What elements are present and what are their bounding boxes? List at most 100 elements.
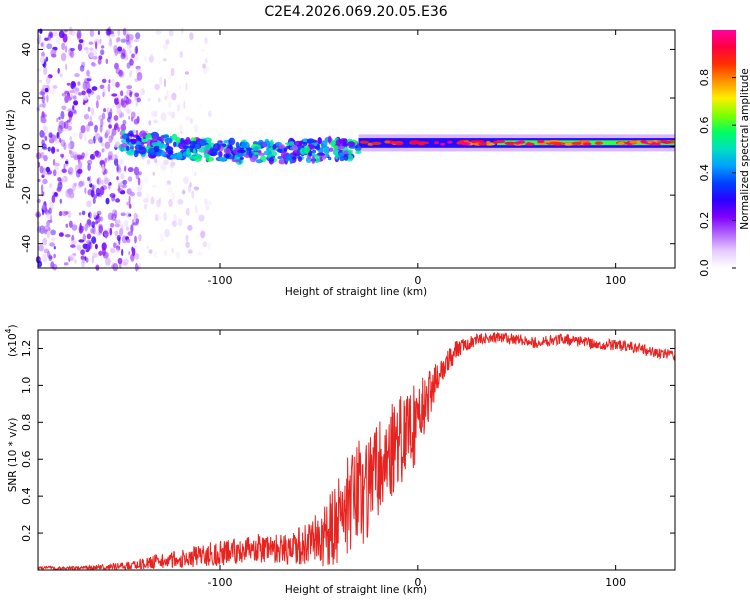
colorbar-tick-label: 0.8 xyxy=(698,69,711,87)
spectrogram-noise-blob xyxy=(187,224,193,231)
spectrogram-carrier-blob xyxy=(126,150,133,155)
spectrogram-carrier-blob xyxy=(153,144,160,153)
y-tick-label: 0.4 xyxy=(20,487,33,505)
spectrogram-noise-blob xyxy=(58,232,64,237)
spectrogram-noise-blob xyxy=(91,107,94,116)
spectrogram-noise-blob xyxy=(134,253,140,260)
spectrogram-noise-blob xyxy=(89,153,96,160)
spectrogram-noise-blob xyxy=(95,151,102,158)
spectrogram-noise-blob xyxy=(138,234,142,242)
spectrogram-noise-blob xyxy=(82,243,88,250)
spectrogram-noise-blob xyxy=(86,242,93,250)
snr-series-line xyxy=(37,332,676,572)
spectrogram-noise-blob xyxy=(129,58,134,66)
spectrogram-noise-blob xyxy=(136,191,142,197)
spectrogram-noise-blob xyxy=(50,88,56,95)
spectrogram-noise-blob xyxy=(125,226,129,231)
spectrogram-noise-blob xyxy=(68,149,72,155)
spectrogram-noise-blob xyxy=(137,177,141,186)
spectrogram-noise-blob xyxy=(166,89,169,99)
spectrogram-noise-blob xyxy=(162,159,166,166)
spectrogram-noise-blob xyxy=(96,100,99,109)
spectrogram-noise-blob xyxy=(98,114,104,121)
spectrogram-carrier-blob xyxy=(122,130,126,135)
spectrogram-carrier-blob xyxy=(268,157,274,165)
spectrogram-noise-blob xyxy=(69,220,73,228)
spectrogram-noise-blob xyxy=(164,228,170,238)
spectrogram-noise-blob xyxy=(98,55,103,60)
spectrogram-noise-blob xyxy=(168,29,174,37)
spectrogram-noise-blob xyxy=(84,187,87,194)
spectrogram-noise-blob xyxy=(51,146,56,154)
spectrogram-noise-blob xyxy=(207,242,212,250)
spectrogram-x-label: Height of straight line (km) xyxy=(285,286,427,298)
spectrogram-noise-blob xyxy=(86,233,92,240)
spectrogram-noise-blob xyxy=(72,95,77,100)
spectrogram-noise-blob xyxy=(198,214,205,222)
spectrogram-noise-blob xyxy=(168,201,174,205)
spectrogram-noise-blob xyxy=(59,198,62,204)
spectrogram-noise-blob xyxy=(72,132,78,137)
spectrogram-noise-blob xyxy=(205,57,208,64)
spectrogram-noise-blob xyxy=(117,257,123,265)
spectrogram-noise-blob xyxy=(47,33,52,39)
spectrogram-noise-blob xyxy=(90,228,94,234)
snr-y-label: SNR (10 * v/v) xyxy=(7,418,19,493)
spectrogram-noise-blob xyxy=(72,81,76,88)
spectrogram-noise-blob xyxy=(113,242,117,249)
spectrogram-noise-blob xyxy=(125,98,132,105)
spectrogram-noise-blob xyxy=(122,119,127,125)
spectrogram-noise-blob xyxy=(70,30,76,36)
colorbar-tick-label: 0.2 xyxy=(698,212,711,230)
x-tick-label: 100 xyxy=(605,576,626,589)
spectrogram-noise-blob xyxy=(63,155,67,160)
spectrogram-noise-blob xyxy=(40,55,45,65)
spectrogram-carrier-blob xyxy=(312,149,316,154)
spectrogram-noise-blob xyxy=(46,213,49,218)
spectrogram-noise-blob xyxy=(155,30,162,35)
spectrogram-noise-blob xyxy=(57,177,62,182)
y-tick-label: 1.0 xyxy=(20,377,33,395)
spectrogram-noise-blob xyxy=(171,247,174,254)
spectrogram-noise-blob xyxy=(177,198,184,205)
spectrogram-carrier-blob xyxy=(257,152,266,156)
spectrogram-noise-blob xyxy=(80,255,85,260)
spectrogram-noise-blob xyxy=(69,50,75,58)
spectrogram-noise-blob xyxy=(185,116,191,121)
snr-y-scale: (x104) xyxy=(4,324,19,357)
spectrogram-noise-blob xyxy=(68,167,73,173)
spectrogram-carrier-blob xyxy=(134,141,142,146)
spectrogram-noise-blob xyxy=(128,203,132,209)
spectrogram-noise-blob xyxy=(163,249,168,256)
spectrogram-carrier-blob xyxy=(229,156,233,160)
spectrogram-noise-blob xyxy=(55,36,61,45)
spectrogram-noise-blob xyxy=(94,124,98,133)
spectrogram-carrier-blob xyxy=(327,135,332,144)
spectrogram-noise-blob xyxy=(88,139,94,145)
spectrogram-noise-blob xyxy=(175,251,181,259)
colorbar-tick-label: 0.6 xyxy=(698,116,711,134)
spectrogram-noise-blob xyxy=(125,33,130,43)
spectrogram-carrier-blob xyxy=(171,154,180,160)
spectrogram-peak-blob xyxy=(629,140,638,144)
spectrogram-noise-blob xyxy=(109,222,115,228)
spectrogram-noise-blob xyxy=(56,186,62,192)
spectrogram-noise-blob xyxy=(67,210,72,219)
spectrogram-noise-blob xyxy=(63,142,67,151)
spectrogram-noise-blob xyxy=(53,253,56,259)
spectrogram-noise-blob xyxy=(99,38,102,45)
spectrogram-noise-blob xyxy=(42,101,46,109)
spectrogram-noise-blob xyxy=(51,194,56,204)
spectrogram-noise-blob xyxy=(164,78,166,88)
spectrogram-noise-blob xyxy=(179,51,183,58)
y-tick-label: 1.2 xyxy=(20,340,33,358)
x-tick-label: 100 xyxy=(605,274,626,287)
spectrogram-noise-blob xyxy=(101,242,107,251)
spectrogram-noise-blob xyxy=(133,118,139,125)
spectrogram-carrier-blob xyxy=(229,144,233,152)
spectrogram-carrier-blob xyxy=(192,148,196,155)
chart-title: C2E4.2026.069.20.05.E36 xyxy=(264,4,447,20)
spectrogram-carrier-blob xyxy=(218,156,227,162)
spectrogram-noise-blob xyxy=(152,171,156,176)
spectrogram-peak-blob xyxy=(582,142,592,146)
